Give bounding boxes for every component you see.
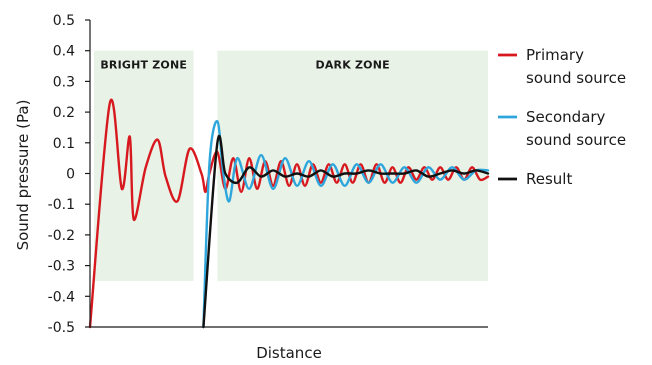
legend-label-2: sound source [526,131,626,149]
y-tick-label: -0.1 [48,197,75,213]
zone-dark-area [217,50,489,281]
y-tick-label: -0.5 [48,320,75,336]
zone-label: DARK ZONE [316,59,390,72]
series-layer [88,98,490,329]
legend-label-3: Result [526,170,572,188]
y-tick-label: -0.4 [48,289,75,305]
y-tick-label: -0.2 [48,228,75,244]
y-tick-label: 0.5 [53,13,75,29]
y-axis-title: Sound pressure (Pa) [14,100,32,251]
y-tick-label: 0.4 [53,44,75,60]
zone-label: BRIGHT ZONE [100,59,187,72]
series-line-1 [88,98,490,329]
y-ticks: 0.5 0.4 0.3 0.2 0.1 0 -0.1 -0.2 -0.3 -0.4 -0.5 [48,13,90,336]
x-axis-title: Distance [256,344,322,362]
legend-label-1: Primary [526,46,584,64]
y-tick-label: 0 [66,167,75,183]
legend-label-2: Secondary [526,108,606,126]
zone-bright-area [93,50,194,281]
legend-label-1: sound source [526,69,626,87]
legend: Primary sound source Secondary sound source… [498,46,626,188]
y-tick-label: 0.3 [53,74,75,90]
y-tick-label: 0.1 [53,136,75,152]
zones-layer: BRIGHT ZONE DARK ZONE [93,50,489,281]
y-tick-label: 0.2 [53,105,75,121]
series-line-3 [202,134,490,329]
y-tick-label: -0.3 [48,259,75,275]
